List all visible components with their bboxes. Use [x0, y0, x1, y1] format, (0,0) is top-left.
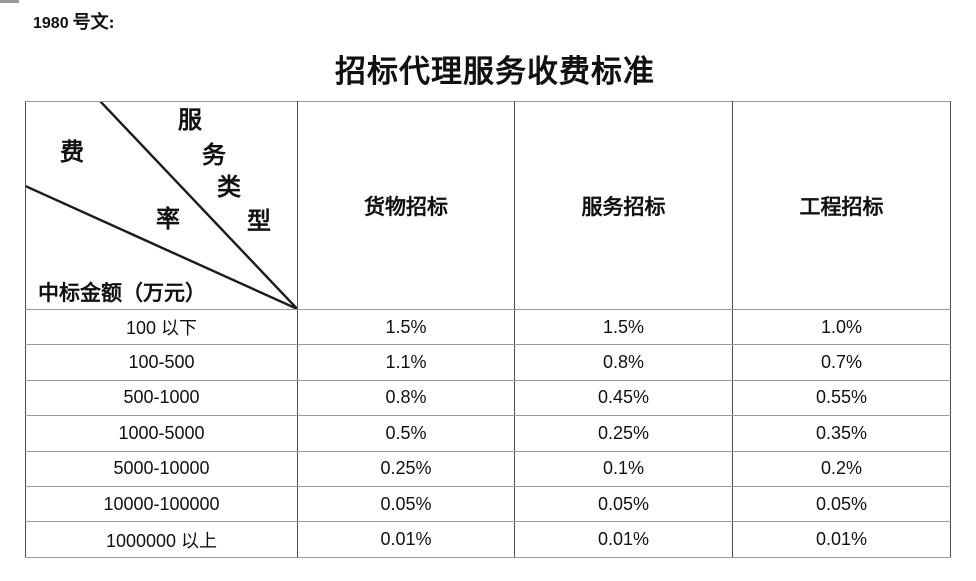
- rate-cell-services: 0.45%: [514, 379, 733, 417]
- rate-cell-works: 0.01%: [732, 521, 951, 558]
- doc-reference: 1980 号文:: [33, 8, 115, 34]
- rate-cell-goods: 1.1%: [297, 344, 515, 381]
- table-row: 100 以下 1.5% 1.5% 1.0%: [25, 308, 951, 346]
- rate-cell-services: 0.05%: [514, 485, 733, 523]
- table-row: 100-500 1.1% 0.8% 0.7%: [25, 344, 951, 381]
- rate-cell-goods: 0.8%: [297, 379, 515, 417]
- table-header-row: 服 费 务 类 率 型 中标金额（万元） 货物招标 服务招标 工程招标: [25, 101, 951, 310]
- rate-cell-works: 1.0%: [732, 308, 951, 346]
- amount-range-cell: 100-500: [25, 344, 298, 381]
- corner-char-fee-1: 费: [60, 140, 84, 166]
- amount-range-cell: 10000-100000: [25, 485, 298, 523]
- table-row: 10000-100000 0.05% 0.05% 0.05%: [25, 485, 951, 523]
- scan-artifact: [0, 0, 19, 3]
- rate-cell-goods: 0.25%: [297, 450, 515, 487]
- amount-range-cell: 100 以下: [25, 308, 298, 346]
- rate-cell-works: 0.55%: [732, 379, 951, 417]
- rate-cell-goods: 0.01%: [297, 521, 515, 558]
- rate-cell-goods: 0.05%: [297, 485, 515, 523]
- rate-cell-works: 0.7%: [732, 344, 951, 381]
- column-header-goods: 货物招标: [297, 101, 515, 310]
- column-header-works: 工程招标: [732, 101, 951, 310]
- rate-cell-works: 0.35%: [732, 415, 951, 452]
- corner-char-service-1: 服: [178, 108, 202, 134]
- rate-cell-works: 0.05%: [732, 485, 951, 523]
- amount-axis-label: 中标金额（万元）: [38, 281, 206, 305]
- rate-cell-goods: 0.5%: [297, 415, 515, 452]
- rate-cell-services: 0.01%: [514, 521, 733, 558]
- table-row: 1000000 以上 0.01% 0.01% 0.01%: [25, 521, 951, 558]
- column-header-services: 服务招标: [514, 101, 733, 310]
- doc-reference-label: 号文:: [72, 12, 115, 32]
- rate-cell-works: 0.2%: [732, 450, 951, 487]
- amount-range-cell: 1000000 以上: [25, 521, 298, 558]
- table-row: 1000-5000 0.5% 0.25% 0.35%: [25, 415, 951, 452]
- table-row: 5000-10000 0.25% 0.1% 0.2%: [25, 450, 951, 487]
- rate-cell-services: 0.8%: [514, 344, 733, 381]
- corner-char-service-3: 类: [217, 175, 241, 201]
- fee-table-body: 100 以下 1.5% 1.5% 1.0% 100-500 1.1% 0.8% …: [25, 308, 951, 558]
- doc-reference-number: 1980: [33, 15, 69, 32]
- diagonal-lines: [26, 102, 297, 309]
- rate-cell-services: 0.25%: [514, 415, 733, 452]
- rate-cell-services: 0.1%: [514, 450, 733, 487]
- corner-char-service-4: 型: [247, 209, 271, 235]
- amount-range-cell: 500-1000: [25, 379, 298, 417]
- corner-char-service-2: 务: [202, 143, 226, 169]
- page-title: 招标代理服务收费标准: [335, 54, 655, 89]
- table-header: 服 费 务 类 率 型 中标金额（万元） 货物招标 服务招标 工程招标: [25, 101, 951, 310]
- rate-cell-services: 1.5%: [514, 308, 733, 346]
- rate-cell-goods: 1.5%: [297, 308, 515, 346]
- table-corner-cell: 服 费 务 类 率 型 中标金额（万元）: [25, 101, 298, 310]
- fee-standard-table: 服 费 务 类 率 型 中标金额（万元） 货物招标 服务招标 工程招标 100 …: [25, 101, 951, 558]
- amount-range-cell: 1000-5000: [25, 415, 298, 452]
- amount-range-cell: 5000-10000: [25, 450, 298, 487]
- table-row: 500-1000 0.8% 0.45% 0.55%: [25, 379, 951, 417]
- corner-char-fee-2: 率: [156, 207, 180, 233]
